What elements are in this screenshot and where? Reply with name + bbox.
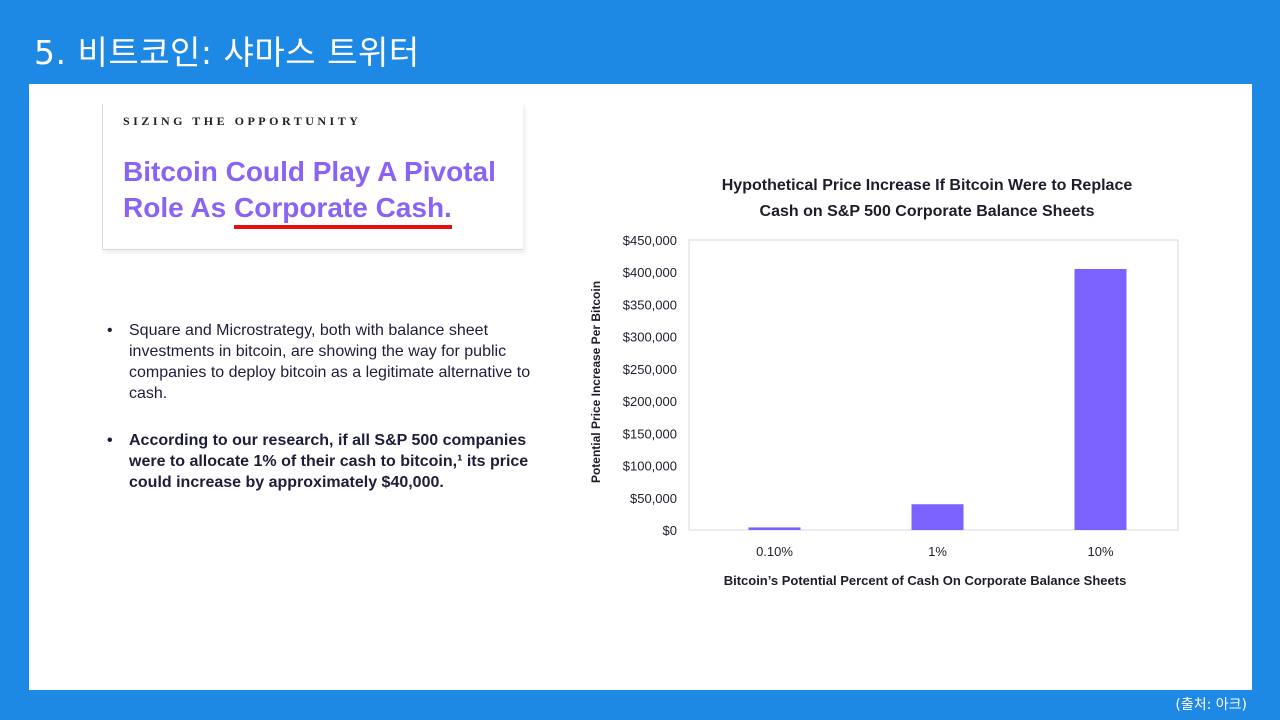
y-tick-label: $300,000 [623,330,677,345]
chart-title-line2: Cash on S&P 500 Corporate Balance Sheets [760,203,1095,220]
bullet-text: Square and Microstrategy, both with bala… [129,322,531,402]
slide-panel: SIZING THE OPPORTUNITY Bitcoin Could Pla… [29,84,1252,690]
bullet-marker: • [107,322,113,339]
heading-highlight: Corporate Cash. [234,190,452,229]
bullet-item: • Square and Microstrategy, both with ba… [107,320,547,404]
section-kicker: SIZING THE OPPORTUNITY [123,114,362,128]
bullet-list: • Square and Microstrategy, both with ba… [107,320,547,519]
heading-card [102,104,523,250]
y-tick-label: $50,000 [630,491,677,506]
y-axis-label: Potential Price Increase Per Bitcoin [589,281,603,483]
y-tick-label: $350,000 [623,297,677,312]
y-tick-label: $0 [663,523,677,538]
bullet-marker: • [107,432,113,449]
x-tick-label: 0.10% [756,544,793,559]
bar-chart: Hypothetical Price Increase If Bitcoin W… [589,177,1179,588]
bullet-item: • According to our research, if all S&P … [107,430,547,493]
x-axis-label: Bitcoin’s Potential Percent of Cash On C… [724,573,1127,588]
x-tick-label: 10% [1087,544,1113,559]
source-note: (출처: 아크) [1175,697,1247,713]
y-axis-ticks: $0 $50,000 $100,000 $150,000 $200,000 $250,00… [623,233,677,538]
main-heading: Bitcoin Could Play A Pivotal Role As Cor… [123,154,543,229]
chart-title-line1: Hypothetical Price Increase If Bitcoin W… [722,177,1133,194]
y-tick-label: $100,000 [623,459,677,474]
bullet-text: According to our research, if all S&P 50… [129,432,529,491]
slide-title: 5. 비트코인: 샤마스 트위터 [34,33,420,72]
bars-group [748,269,1127,530]
y-tick-label: $200,000 [623,394,677,409]
y-tick-label: $400,000 [623,265,677,280]
y-tick-label: $450,000 [623,233,677,248]
bar-1 [911,504,964,530]
x-tick-label: 1% [928,544,947,559]
x-axis-ticks: 0.10% 1% 10% [756,544,1114,559]
y-tick-label: $250,000 [623,362,677,377]
bar-0 [748,527,801,530]
bar-2 [1074,269,1127,530]
y-tick-label: $150,000 [623,426,677,441]
heading-text: Bitcoin Could Play A Pivotal Role As [123,156,496,223]
